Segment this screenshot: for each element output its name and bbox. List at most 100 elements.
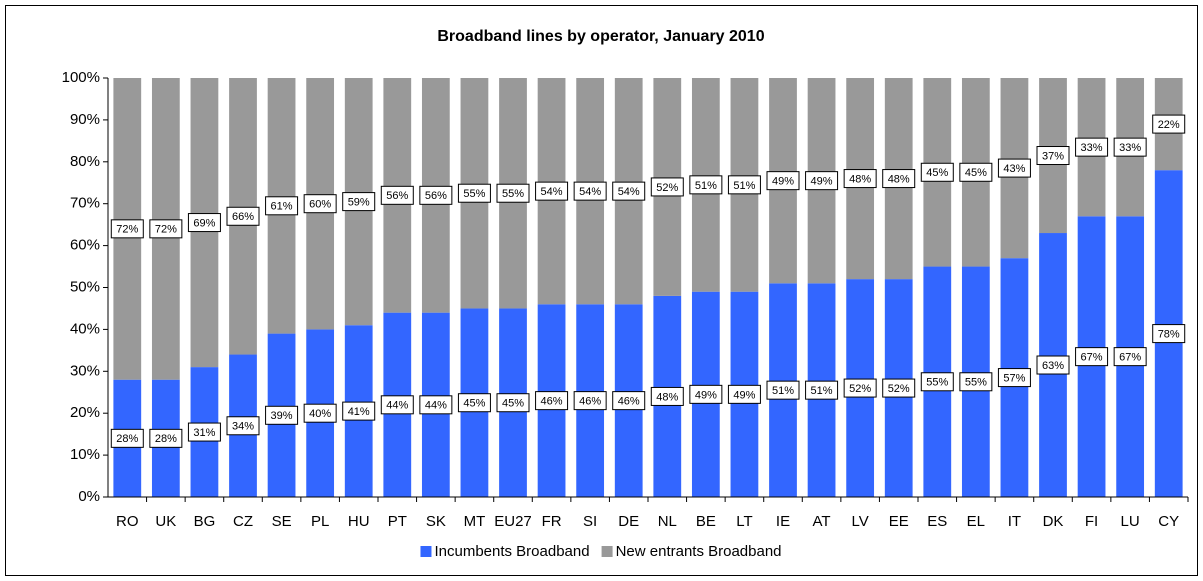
label-box xyxy=(496,183,530,203)
label-box xyxy=(1113,347,1147,367)
chart-title: Broadband lines by operator, January 201… xyxy=(437,28,764,45)
label-box xyxy=(342,192,376,212)
value-label: 44% xyxy=(386,400,408,412)
x-tick-label: AT xyxy=(813,513,831,530)
y-tick-label: 90% xyxy=(70,111,100,128)
value-label: 66% xyxy=(232,211,254,223)
label-box xyxy=(380,395,414,415)
value-label: 54% xyxy=(579,186,601,198)
value-label: 55% xyxy=(926,377,948,389)
value-label: 48% xyxy=(888,173,910,185)
value-label: 34% xyxy=(232,421,254,433)
label-box xyxy=(419,395,453,415)
label-box xyxy=(959,372,993,392)
x-tick-label: NL xyxy=(658,513,677,530)
y-tick-label: 60% xyxy=(70,237,100,254)
y-tick-label: 0% xyxy=(78,488,100,505)
value-label: 54% xyxy=(541,186,563,198)
label-box xyxy=(805,380,839,400)
label-box xyxy=(535,181,569,201)
x-tick-label: LV xyxy=(852,513,869,530)
label-box xyxy=(573,391,607,411)
x-tick-label: FR xyxy=(542,513,562,530)
label-box xyxy=(612,181,646,201)
value-label: 28% xyxy=(116,433,138,445)
label-box xyxy=(766,380,800,400)
label-box xyxy=(1113,137,1147,157)
label-box xyxy=(573,181,607,201)
value-label: 46% xyxy=(618,396,640,408)
label-box xyxy=(457,393,491,413)
value-label: 67% xyxy=(1119,352,1141,364)
value-label: 49% xyxy=(811,176,833,188)
value-label: 72% xyxy=(155,224,177,236)
label-box xyxy=(1152,114,1186,134)
value-label: 54% xyxy=(618,186,640,198)
value-label: 33% xyxy=(1081,142,1103,154)
y-tick-label: 20% xyxy=(70,404,100,421)
value-label: 45% xyxy=(965,167,987,179)
x-tick-label: PL xyxy=(311,513,329,530)
value-label: 39% xyxy=(271,410,293,422)
label-box xyxy=(419,185,453,205)
value-label: 55% xyxy=(463,188,485,200)
value-label: 45% xyxy=(463,398,485,410)
label-box xyxy=(149,428,183,448)
value-label: 33% xyxy=(1119,142,1141,154)
label-box xyxy=(882,378,916,398)
label-box xyxy=(303,403,337,423)
x-tick-label: LU xyxy=(1121,513,1140,530)
value-label: 78% xyxy=(1158,328,1180,340)
value-label: 37% xyxy=(1042,150,1064,162)
value-label: 49% xyxy=(733,389,755,401)
value-label: 40% xyxy=(309,408,331,420)
x-tick-label: RO xyxy=(116,513,139,530)
value-label: 57% xyxy=(1003,372,1025,384)
legend-label: Incumbents Broadband xyxy=(434,543,589,560)
value-label: 69% xyxy=(193,217,215,229)
x-tick-label: SI xyxy=(583,513,597,530)
label-box xyxy=(843,169,877,189)
label-box xyxy=(997,368,1031,388)
value-label: 49% xyxy=(695,389,717,401)
value-label: 45% xyxy=(926,167,948,179)
x-tick-label: HU xyxy=(348,513,370,530)
x-tick-label: BE xyxy=(696,513,716,530)
value-label: 45% xyxy=(502,398,524,410)
x-tick-label: CY xyxy=(1158,513,1179,530)
value-label: 46% xyxy=(541,396,563,408)
x-tick-label: EL xyxy=(967,513,985,530)
x-tick-label: IE xyxy=(776,513,790,530)
label-box xyxy=(766,171,800,191)
y-tick-label: 10% xyxy=(70,446,100,463)
label-box xyxy=(805,171,839,191)
label-box xyxy=(727,384,761,404)
label-box xyxy=(265,196,299,216)
y-tick-label: 70% xyxy=(70,195,100,212)
y-tick-label: 50% xyxy=(70,278,100,295)
label-box xyxy=(920,372,954,392)
label-box xyxy=(496,393,530,413)
value-label: 51% xyxy=(811,385,833,397)
label-box xyxy=(342,401,376,421)
label-box xyxy=(1152,324,1186,344)
label-box xyxy=(187,422,221,442)
value-label: 72% xyxy=(116,224,138,236)
x-tick-label: SE xyxy=(272,513,292,530)
value-label: 51% xyxy=(695,180,717,192)
label-box xyxy=(727,175,761,195)
x-tick-label: UK xyxy=(155,513,176,530)
x-tick-label: ES xyxy=(927,513,947,530)
y-tick-label: 80% xyxy=(70,153,100,170)
value-label: 28% xyxy=(155,433,177,445)
label-box xyxy=(303,194,337,214)
label-box xyxy=(843,378,877,398)
value-label: 41% xyxy=(348,406,370,418)
label-box xyxy=(959,162,993,182)
label-box xyxy=(650,386,684,406)
label-box xyxy=(226,416,260,436)
label-box xyxy=(457,183,491,203)
value-label: 43% xyxy=(1003,163,1025,175)
value-label: 44% xyxy=(425,400,447,412)
